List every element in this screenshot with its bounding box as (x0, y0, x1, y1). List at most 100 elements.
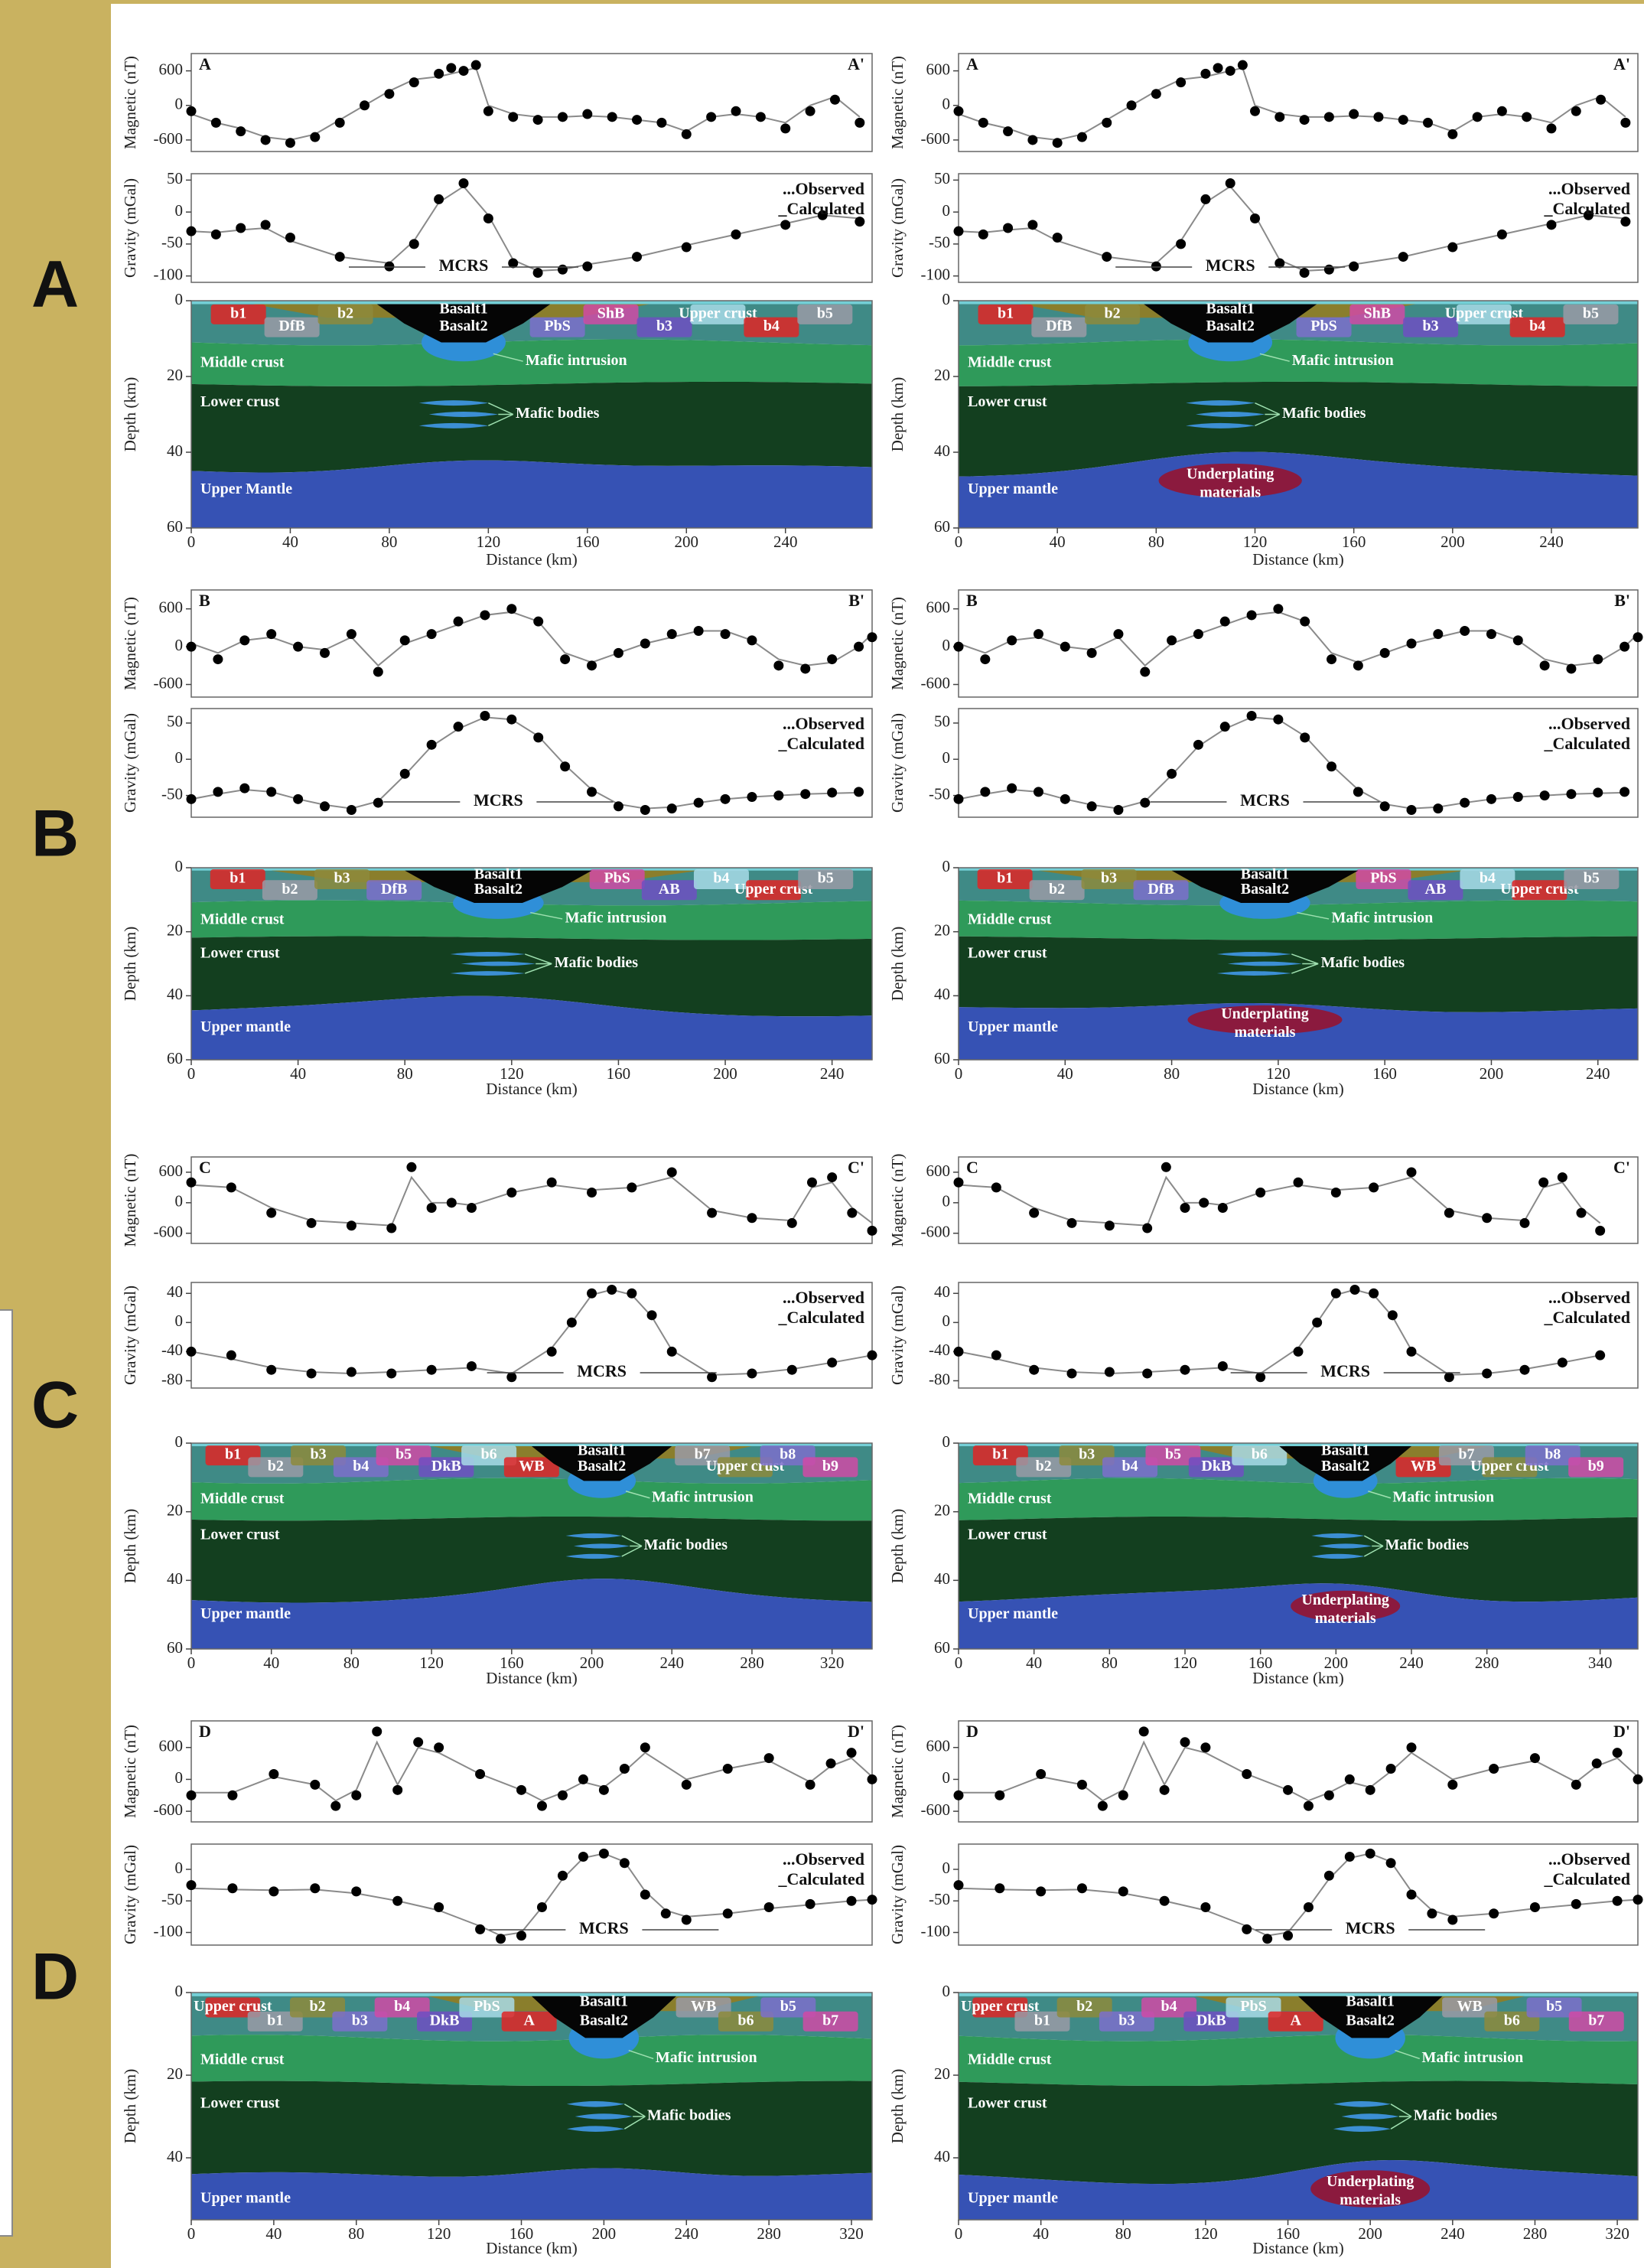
observed-point (226, 1182, 236, 1192)
observed-point (400, 635, 410, 645)
observed-point (537, 1801, 547, 1811)
observed-point (1077, 1883, 1087, 1893)
observed-point (187, 794, 197, 804)
body-label: AB (659, 881, 680, 898)
observed-point (1497, 230, 1507, 240)
observed-point (293, 642, 303, 652)
underplating-label: materials (1234, 1024, 1295, 1041)
y-tick-label: 40 (934, 1569, 950, 1588)
body-label: WB (691, 1998, 716, 2015)
basalt2-label: Basalt2 (580, 2012, 628, 2028)
basalt2-label: Basalt2 (1206, 318, 1255, 334)
x-tick-label: 160 (1342, 533, 1366, 551)
observed-point (1250, 106, 1260, 116)
y-tick-label: -100 (921, 265, 951, 283)
mafic-intrusion-label: Mafic intrusion (565, 910, 667, 927)
x-tick-label: 80 (381, 533, 397, 551)
observed-point (1350, 1285, 1360, 1295)
x-tick-label: 280 (1475, 1654, 1499, 1672)
observed-point (1247, 711, 1257, 721)
legend-calculated: _Calculated (1544, 1869, 1630, 1888)
x-tick-label: 240 (659, 1654, 684, 1672)
observed-point (787, 1365, 797, 1375)
y-tick-label: 0 (942, 1768, 951, 1787)
observed-point (1398, 115, 1408, 125)
middle-crust-label: Middle crust (968, 354, 1052, 370)
body-label: b1 (267, 2012, 283, 2028)
y-axis-label: Gravity (mGal) (888, 1845, 907, 1944)
observed-point (330, 1801, 340, 1811)
observed-point (1283, 1785, 1293, 1795)
basalt2-label: Basalt2 (1321, 1458, 1369, 1475)
observed-point (1247, 610, 1257, 620)
x-tick-label: 280 (740, 1654, 764, 1672)
body-label: b6 (737, 2012, 754, 2028)
body-label: b3 (311, 1446, 327, 1463)
body-label: b2 (268, 1458, 284, 1475)
underplating-label: Underplating (1327, 2173, 1414, 2190)
body-label: b3 (1118, 2012, 1135, 2028)
observed-point (347, 1220, 356, 1230)
profile-start: B (966, 591, 978, 610)
observed-point (187, 106, 197, 116)
observed-point (1200, 1902, 1210, 1912)
observed-point (847, 1208, 857, 1218)
y-tick-label: 0 (175, 748, 184, 767)
y-axis-label: Magnetic (nT) (121, 56, 139, 149)
basalt2-label: Basalt2 (578, 1458, 626, 1475)
mafic-bodies-label: Mafic bodies (516, 405, 600, 422)
body-label: b3 (334, 870, 350, 887)
observed-point (537, 1902, 547, 1912)
observed-point (682, 1915, 692, 1925)
row-label: C (31, 1369, 79, 1442)
y-tick-label: 600 (926, 60, 951, 78)
observed-point (558, 1871, 568, 1881)
x-tick-label: 40 (1033, 2224, 1049, 2243)
observed-point (723, 1908, 733, 1918)
body-label: b2 (282, 881, 298, 898)
body-label: DkB (1196, 2012, 1226, 2028)
observed-point (1633, 1895, 1643, 1905)
x-tick-label: 280 (1523, 2224, 1548, 2243)
observed-point (516, 1931, 526, 1941)
observed-point (747, 1368, 757, 1378)
observed-point (392, 1896, 402, 1906)
body-label: b9 (822, 1458, 838, 1475)
observed-point (1366, 1785, 1375, 1795)
observed-point (1324, 1871, 1334, 1881)
basalt2-label: Basalt2 (439, 318, 487, 334)
x-axis-label: Distance (km) (486, 1669, 578, 1687)
observed-point (187, 1347, 197, 1357)
observed-point (506, 1372, 516, 1382)
middle-crust-label: Middle crust (968, 911, 1052, 928)
basalt2-label: Basalt2 (1346, 2012, 1395, 2028)
body-label: b2 (1049, 881, 1065, 898)
observed-point (978, 118, 988, 128)
middle-crust (191, 2035, 872, 2086)
observed-point (1566, 789, 1576, 799)
observed-point (560, 654, 570, 664)
observed-point (620, 1858, 630, 1868)
observed-point (1213, 63, 1223, 73)
y-tick-label: 600 (926, 1162, 951, 1180)
observed-point (1331, 1188, 1341, 1198)
y-tick-label: -600 (921, 1800, 951, 1819)
x-tick-label: 320 (1605, 2224, 1629, 2243)
observed-point (427, 1203, 437, 1213)
observed-point (731, 106, 741, 116)
lower-crust-label: Lower crust (200, 945, 280, 962)
observed-point (764, 1902, 774, 1912)
observed-point (335, 118, 345, 128)
x-tick-label: 200 (1480, 1064, 1504, 1083)
y-tick-label: 600 (159, 1737, 184, 1755)
observed-point (694, 798, 704, 808)
legend-observed: ...Observed (1548, 714, 1630, 733)
observed-point (558, 112, 568, 122)
profile-end: B' (848, 591, 864, 610)
observed-point (454, 722, 464, 732)
observed-point (508, 112, 518, 122)
observed-point (360, 100, 369, 110)
observed-point (1433, 803, 1443, 813)
underplating-label: Underplating (1221, 1005, 1308, 1022)
observed-point (1151, 89, 1161, 99)
